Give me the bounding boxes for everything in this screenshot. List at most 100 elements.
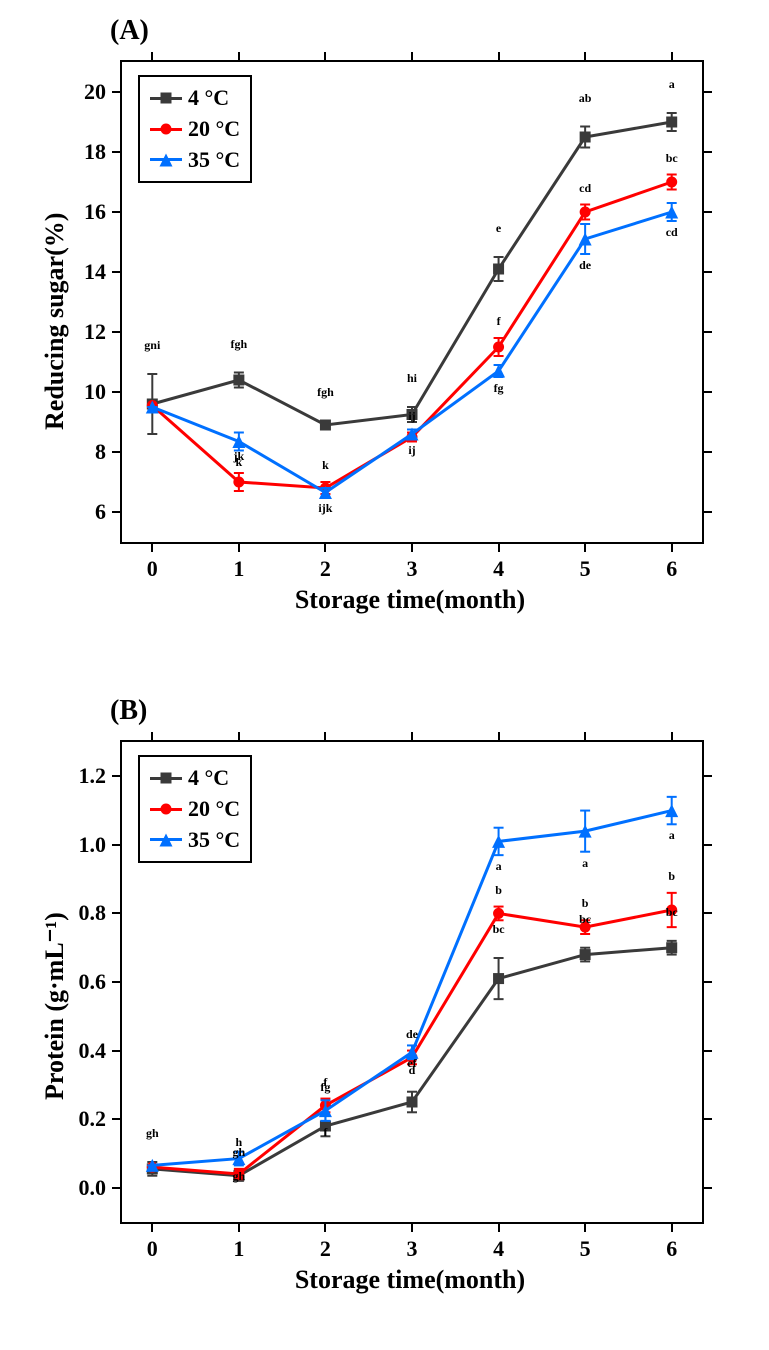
tick — [704, 331, 712, 333]
legend-line-20c — [150, 128, 182, 131]
tick — [112, 1050, 120, 1052]
y-tick-label: 0.0 — [79, 1175, 107, 1201]
tick — [411, 732, 413, 740]
sig-label: f — [323, 1125, 327, 1140]
x-tick-label: 1 — [233, 556, 244, 582]
x-tick-label: 1 — [233, 1236, 244, 1262]
marker-4c — [320, 420, 331, 431]
circle-marker-icon — [161, 804, 172, 815]
sig-label: f — [497, 314, 501, 329]
y-tick-label: 0.2 — [79, 1106, 107, 1132]
sig-label: de — [579, 258, 591, 273]
circle-marker-icon — [161, 124, 172, 135]
tick — [584, 544, 586, 552]
tick — [704, 1187, 712, 1189]
square-marker-icon — [161, 93, 172, 104]
x-tick-label: 2 — [320, 556, 331, 582]
sig-label: bc — [666, 151, 678, 166]
legend-row-35c: 35 °C — [150, 145, 240, 176]
sig-label: gh — [146, 1126, 159, 1141]
marker-20c — [580, 207, 591, 218]
marker-20c — [493, 342, 504, 353]
y-tick-label: 0.8 — [79, 900, 107, 926]
legend-row-35c-b: 35 °C — [150, 825, 240, 856]
x-tick-label: 0 — [147, 556, 158, 582]
legend-line-35c — [150, 158, 182, 161]
tick — [324, 1224, 326, 1232]
y-tick-label: 12 — [84, 319, 106, 345]
x-tick-label: 5 — [580, 556, 591, 582]
tick — [671, 732, 673, 740]
legend-row-20c-b: 20 °C — [150, 794, 240, 825]
tick — [112, 211, 120, 213]
panel-a-label: (A) — [110, 15, 149, 47]
tick — [411, 52, 413, 60]
tick — [704, 775, 712, 777]
tick — [498, 732, 500, 740]
tick — [112, 151, 120, 153]
tick — [498, 1224, 500, 1232]
sig-label: bc — [579, 912, 591, 927]
panel-b-label: (B) — [110, 695, 147, 727]
legend-line-35c-b — [150, 838, 182, 841]
y-axis-title-a: Reducing sugar(%) — [40, 213, 70, 430]
tick — [112, 271, 120, 273]
tick — [704, 211, 712, 213]
legend-line-4c — [150, 97, 182, 100]
legend-label-4c-b: 4 °C — [188, 763, 229, 794]
sig-label: b — [495, 883, 502, 898]
sig-label: ab — [579, 91, 592, 106]
x-axis-title-a: Storage time(month) — [120, 585, 700, 615]
legend-label-35c-b: 35 °C — [188, 825, 240, 856]
legend-line-4c-b — [150, 777, 182, 780]
marker-20c — [666, 177, 677, 188]
sig-label: a — [496, 859, 502, 874]
tick — [151, 732, 153, 740]
tick — [704, 151, 712, 153]
series-line-20c — [152, 910, 671, 1174]
tick — [704, 1050, 712, 1052]
sig-label: a — [582, 856, 588, 871]
tick — [584, 1224, 586, 1232]
sig-label: gh — [233, 1169, 246, 1184]
y-tick-label: 8 — [95, 439, 106, 465]
x-tick-label: 4 — [493, 556, 504, 582]
y-tick-label: 0.4 — [79, 1038, 107, 1064]
legend-a: 4 °C 20 °C 35 °C — [138, 75, 252, 183]
marker-4c — [580, 949, 591, 960]
legend-row-4c: 4 °C — [150, 83, 240, 114]
tick — [151, 544, 153, 552]
y-axis-title-b: Protein (g·mL⁻¹) — [40, 912, 70, 1100]
sig-label: cd — [579, 181, 591, 196]
tick — [498, 52, 500, 60]
x-tick-label: 4 — [493, 1236, 504, 1262]
tick — [238, 1224, 240, 1232]
y-tick-label: 6 — [95, 499, 106, 525]
legend-row-4c-b: 4 °C — [150, 763, 240, 794]
marker-20c — [493, 908, 504, 919]
tick — [704, 981, 712, 983]
tick — [112, 91, 120, 93]
tick — [238, 544, 240, 552]
x-tick-label: 6 — [666, 1236, 677, 1262]
sig-label: f — [323, 1075, 327, 1090]
sig-label: a — [669, 77, 675, 92]
tick — [498, 544, 500, 552]
tick — [112, 1187, 120, 1189]
sig-label: gni — [144, 338, 160, 353]
tick — [112, 451, 120, 453]
tick — [704, 91, 712, 93]
tick — [704, 391, 712, 393]
tick — [324, 544, 326, 552]
marker-20c — [233, 477, 244, 488]
marker-4c — [666, 942, 677, 953]
tick — [411, 544, 413, 552]
sig-label: e — [496, 221, 501, 236]
triangle-marker-icon — [160, 833, 173, 846]
legend-label-20c: 20 °C — [188, 114, 240, 145]
y-tick-label: 1.0 — [79, 832, 107, 858]
y-tick-label: 20 — [84, 79, 106, 105]
x-tick-label: 5 — [580, 1236, 591, 1262]
tick — [238, 52, 240, 60]
legend-label-4c: 4 °C — [188, 83, 229, 114]
